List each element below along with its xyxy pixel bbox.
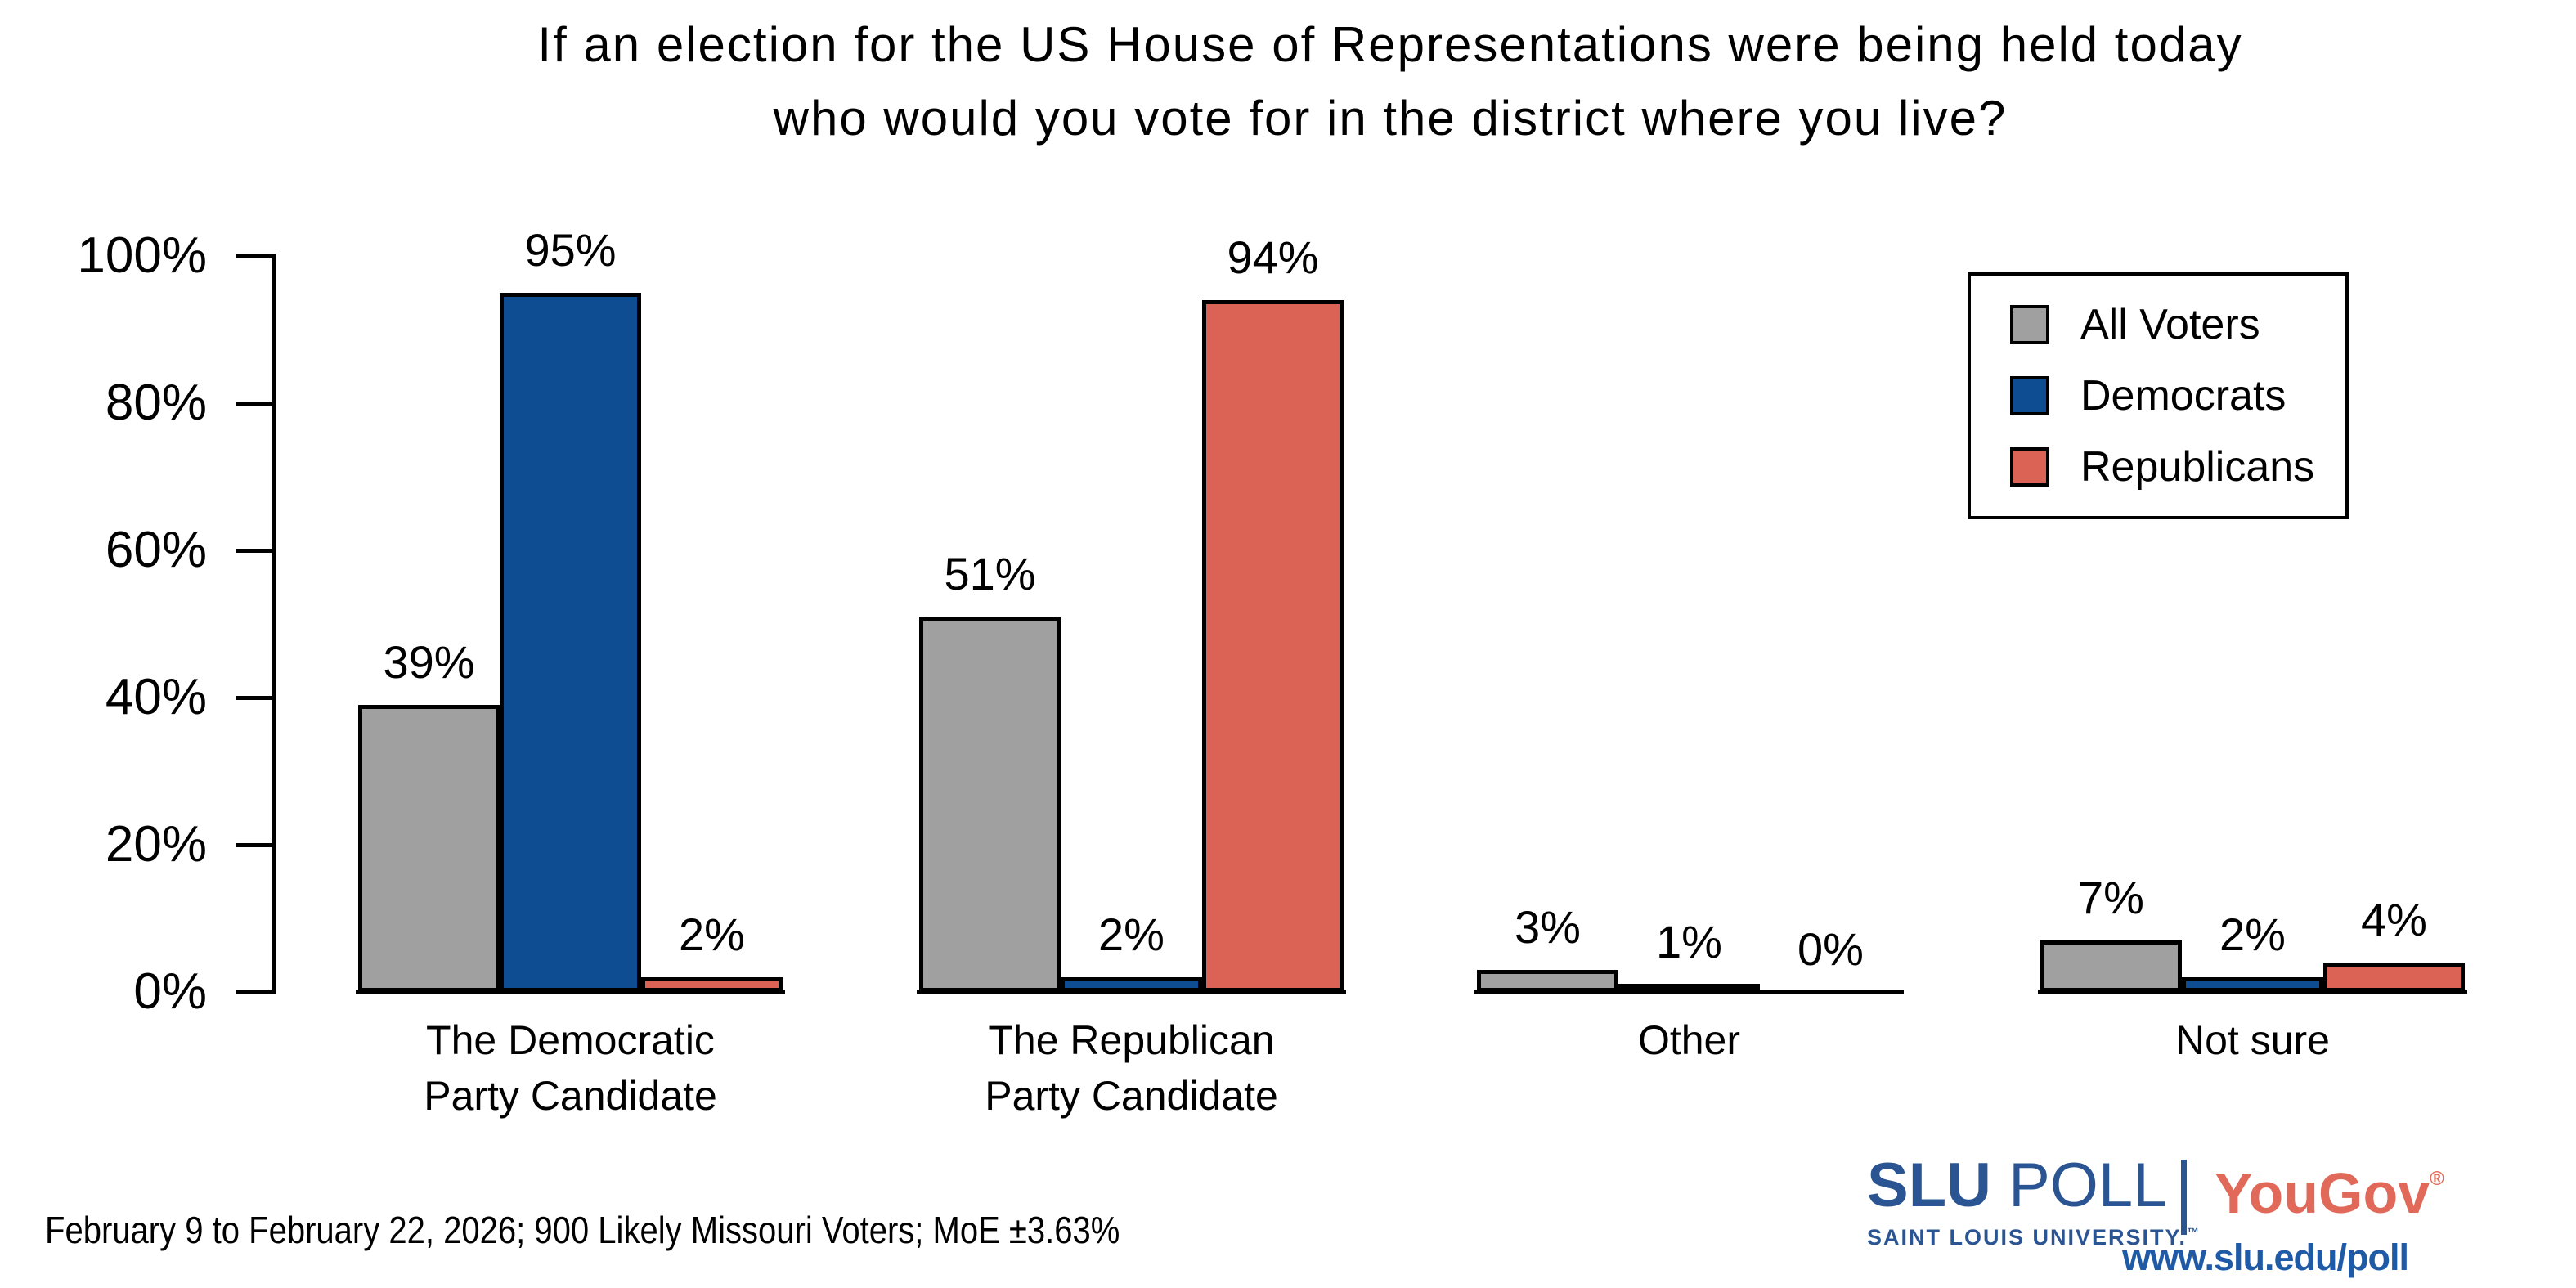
category-label: The Republican Party Candidate xyxy=(985,1012,1278,1124)
slu-poll-logo: SLU POLL SAINT LOUIS UNIVERSITY.™ xyxy=(1867,1155,2201,1249)
category-label-line: The Republican xyxy=(988,1017,1275,1063)
category-label: Other xyxy=(1638,1012,1740,1068)
y-axis-tick-label: 0% xyxy=(133,963,207,1020)
bar-value-label: 2% xyxy=(2219,909,2286,960)
y-axis-tick-label: 20% xyxy=(105,816,207,873)
bar-all-voters xyxy=(919,617,1061,992)
y-axis-tick xyxy=(236,696,272,700)
bar-value-label: 94% xyxy=(1227,231,1319,283)
y-axis-tick xyxy=(236,549,272,553)
category-baseline xyxy=(917,990,1346,994)
category-baseline xyxy=(2038,990,2467,994)
slu-poll-wordmark: SLU POLL xyxy=(1867,1155,2201,1217)
slu-wordmark-light: POLL xyxy=(1991,1151,2168,1220)
y-axis-tick-label: 40% xyxy=(105,669,207,725)
y-axis-tick-label: 100% xyxy=(77,227,207,284)
bar-value-label: 2% xyxy=(1098,909,1165,960)
bar-value-label: 39% xyxy=(383,636,475,688)
chart-title-line1: If an election for the US House of Repre… xyxy=(537,17,2243,72)
legend-item: All Voters xyxy=(2010,300,2345,349)
bar-value-label: 7% xyxy=(2078,872,2144,923)
chart-title: If an election for the US House of Repre… xyxy=(204,8,2576,155)
category-label-line: Other xyxy=(1637,1017,1741,1063)
slu-wordmark-strong: SLU xyxy=(1867,1151,1991,1220)
y-axis-tick-label: 60% xyxy=(105,522,207,578)
legend-label: Republicans xyxy=(2080,443,2315,491)
yougov-logo: YouGov® xyxy=(2215,1161,2444,1225)
legend-swatch xyxy=(2010,447,2049,487)
legend: All Voters Democrats Republicans xyxy=(1968,272,2349,519)
category-label-line: The Democratic xyxy=(426,1017,715,1063)
category-baseline xyxy=(356,990,785,994)
y-axis-tick-label: 80% xyxy=(105,375,207,431)
legend-swatch xyxy=(2010,305,2049,344)
legend-item: Republicans xyxy=(2010,442,2345,491)
category-label-line: Not sure xyxy=(2175,1017,2330,1063)
bar-republicans xyxy=(641,977,783,992)
bar-value-label: 2% xyxy=(679,909,745,960)
slu-subtitle: SAINT LOUIS UNIVERSITY.™ xyxy=(1867,1225,2201,1250)
bar-democrats xyxy=(500,293,641,992)
legend-swatch xyxy=(2010,376,2049,415)
y-axis-tick xyxy=(236,990,272,994)
y-axis-tick xyxy=(236,843,272,847)
bar-democrats xyxy=(1061,977,1202,992)
y-axis-tick xyxy=(236,402,272,406)
slu-poll-url: www.slu.edu/poll xyxy=(2122,1236,2409,1278)
footnote: February 9 to February 22, 2026; 900 Lik… xyxy=(45,1209,1120,1251)
bar-all-voters xyxy=(2040,940,2182,992)
category-label-line: Party Candidate xyxy=(424,1073,717,1119)
category-label-line: Party Candidate xyxy=(985,1073,1278,1119)
legend-label: Democrats xyxy=(2080,372,2287,420)
bar-value-label: 51% xyxy=(944,548,1036,599)
category-label: Not sure xyxy=(2175,1012,2330,1068)
bar-value-label: 1% xyxy=(1656,916,1722,967)
category-label: The Democratic Party Candidate xyxy=(424,1012,717,1124)
registered-symbol: ® xyxy=(2430,1168,2444,1190)
chart-title-line2: who would you vote for in the district w… xyxy=(773,91,2008,146)
y-axis-tick xyxy=(236,254,272,258)
y-axis-line xyxy=(272,254,276,994)
bar-all-voters xyxy=(1477,970,1618,992)
bar-democrats xyxy=(2182,977,2323,992)
bar-democrats xyxy=(1618,984,1760,992)
bar-value-label: 0% xyxy=(1797,923,1864,975)
bar-value-label: 3% xyxy=(1515,901,1581,953)
bar-value-label: 95% xyxy=(524,224,617,276)
category-baseline xyxy=(1474,990,1904,994)
bar-value-label: 4% xyxy=(2361,894,2427,945)
legend-label: All Voters xyxy=(2080,301,2260,348)
bar-all-voters xyxy=(358,705,500,992)
bar-republicans xyxy=(1202,300,1344,992)
bar-republicans xyxy=(2323,963,2465,992)
brand-divider xyxy=(2181,1160,2187,1235)
legend-item: Democrats xyxy=(2010,371,2345,420)
trademark-symbol: ™ xyxy=(2187,1226,2201,1240)
